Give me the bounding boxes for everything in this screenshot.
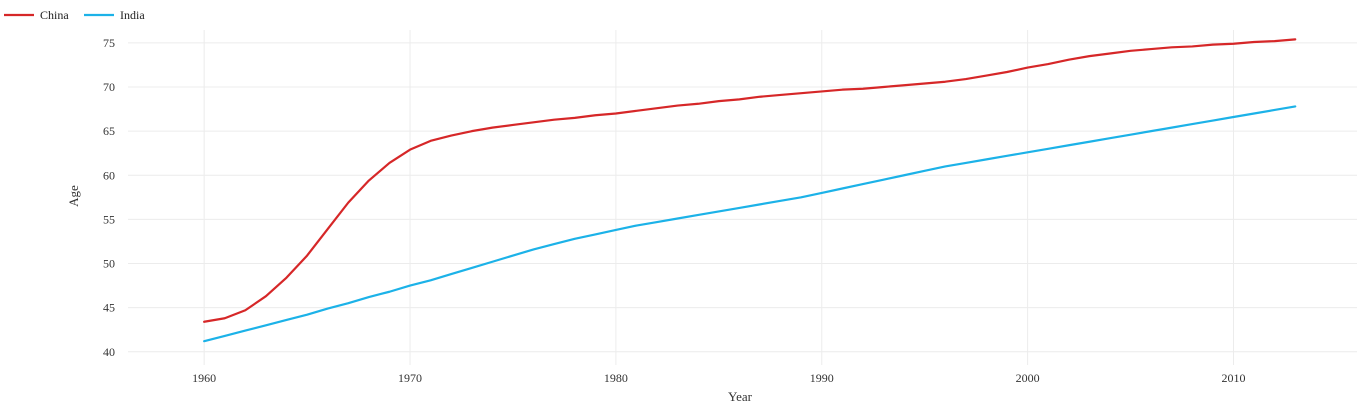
- y-axis-title: Age: [66, 185, 81, 207]
- y-tick-label: 40: [103, 345, 115, 359]
- legend: China India: [4, 8, 145, 22]
- y-tick-label: 75: [103, 36, 115, 50]
- series-line-india: [203, 105, 1297, 343]
- x-axis: 1960 1970 1980 1990 2000 2010: [192, 371, 1245, 385]
- y-axis: 40 45 50 55 60 65 70 75: [103, 36, 115, 359]
- legend-item-india[interactable]: India: [84, 8, 145, 22]
- series-line-china: [203, 38, 1297, 323]
- y-tick-label: 45: [103, 301, 115, 315]
- grid: [128, 30, 1357, 365]
- x-tick-label: 2010: [1221, 371, 1245, 385]
- x-tick-label: 2000: [1016, 371, 1040, 385]
- x-axis-title: Year: [728, 389, 753, 404]
- x-tick-label: 1960: [192, 371, 216, 385]
- y-tick-label: 70: [103, 80, 115, 94]
- y-tick-label: 55: [103, 212, 115, 226]
- y-tick-label: 50: [103, 257, 115, 271]
- x-tick-label: 1970: [398, 371, 422, 385]
- series-lines: [203, 38, 1297, 343]
- y-tick-label: 60: [103, 168, 115, 182]
- x-tick-label: 1990: [810, 371, 834, 385]
- legend-label: China: [40, 8, 69, 22]
- legend-label: India: [120, 8, 145, 22]
- legend-item-china[interactable]: China: [4, 8, 69, 22]
- x-tick-label: 1980: [604, 371, 628, 385]
- y-tick-label: 65: [103, 124, 115, 138]
